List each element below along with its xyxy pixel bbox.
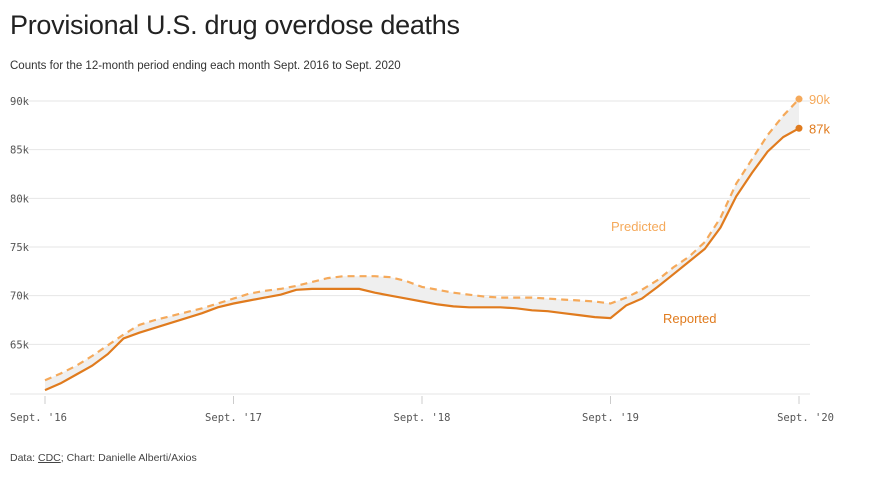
chart-title: Provisional U.S. drug overdose deaths: [10, 10, 460, 40]
footer-prefix: Data:: [10, 452, 39, 464]
series-line-reported: [44, 127, 800, 392]
chart-subtitle: Counts for the 12-month period ending ea…: [10, 60, 401, 72]
y-tick-label: 85k: [10, 145, 30, 157]
footer-credit: ; Chart: Danielle Alberti/Axios: [60, 452, 197, 464]
x-axis-ticks: Sept. '16 Sept. '17 Sept. '18 Sept. '19 Sept…: [10, 396, 834, 424]
end-point-reported: [795, 124, 803, 132]
x-tick-label: Sept. '20: [777, 412, 834, 424]
y-tick-label: 75k: [10, 242, 30, 254]
y-tick-label: 90k: [10, 96, 30, 108]
y-tick-label: 65k: [10, 339, 30, 351]
end-label-reported: 87k: [809, 121, 830, 136]
series-name-reported: Reported: [663, 311, 716, 326]
x-tick-label: Sept. '16: [10, 412, 67, 424]
y-tick-label: 70k: [10, 291, 30, 303]
series-name-predicted: Predicted: [611, 219, 666, 234]
y-axis-ticks: 90k 85k 80k 75k 70k 65k: [10, 96, 30, 351]
gap-band: [45, 99, 799, 391]
end-label-predicted: 90k: [809, 92, 830, 107]
footer-source-link[interactable]: CDC: [38, 452, 61, 464]
x-tick-label: Sept. '19: [582, 412, 639, 424]
chart-footer: Data: CDC; Chart: Danielle Alberti/Axios: [10, 452, 197, 464]
y-tick-label: 80k: [10, 193, 30, 205]
x-tick-label: Sept. '18: [394, 412, 451, 424]
x-tick-label: Sept. '17: [205, 412, 262, 424]
series-line-predicted: [44, 98, 800, 382]
end-point-predicted: [795, 95, 803, 103]
grid-lines: [10, 100, 810, 395]
series-labels: 90k 87k Predicted Reported: [611, 92, 830, 326]
